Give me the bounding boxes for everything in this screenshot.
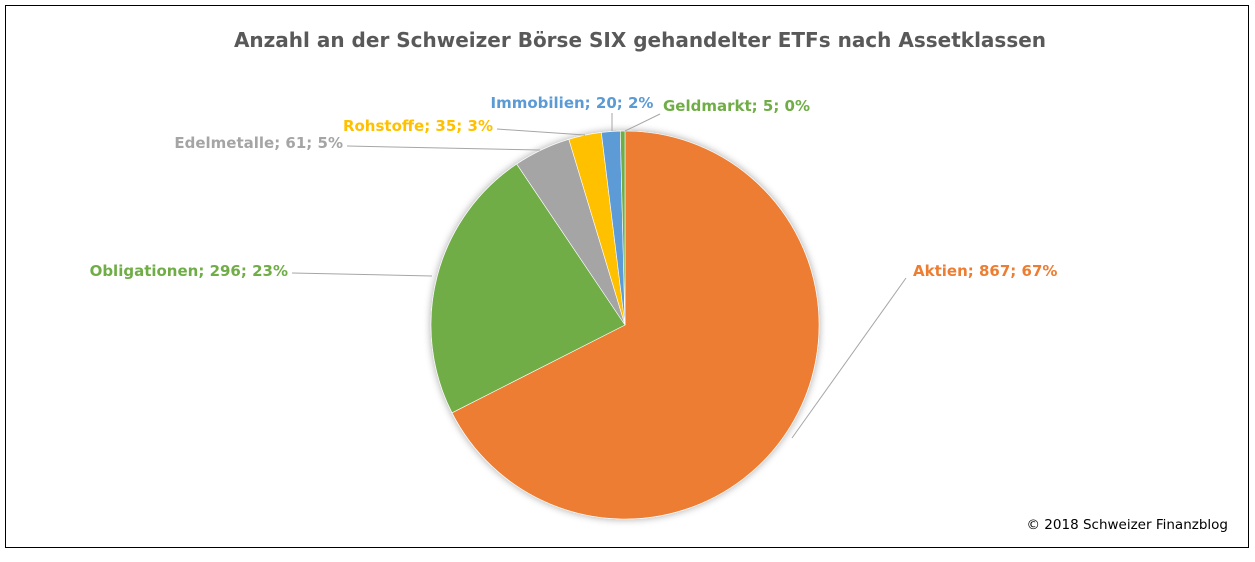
pie-slice-aktien <box>451 130 820 520</box>
chart-frame <box>5 5 1249 548</box>
leader-line-aktien <box>791 277 907 439</box>
data-label-aktien: Aktien; 867; 67% <box>913 262 1057 280</box>
copyright-text: © 2018 Schweizer Finanzblog <box>1027 517 1228 533</box>
leader-line-edelmetalle <box>346 145 541 151</box>
leader-line-rohstoffe <box>496 128 586 136</box>
chart-title: Anzahl an der Schweizer Börse SIX gehand… <box>234 28 1046 52</box>
pie-slice-geldmarkt <box>619 130 626 326</box>
pie-slice-obligationen <box>430 163 626 414</box>
data-label-obligationen: Obligationen; 296; 23% <box>90 262 288 280</box>
data-label-geldmarkt: Geldmarkt; 5; 0% <box>663 97 810 115</box>
data-label-edelmetalle: Edelmetalle; 61; 5% <box>174 134 343 152</box>
leader-line-geldmarkt <box>624 113 661 132</box>
data-label-immobilien: Immobilien; 20; 2% <box>491 94 654 112</box>
data-label-rohstoffe: Rohstoffe; 35; 3% <box>343 117 493 135</box>
leader-line-obligationen <box>291 272 433 277</box>
